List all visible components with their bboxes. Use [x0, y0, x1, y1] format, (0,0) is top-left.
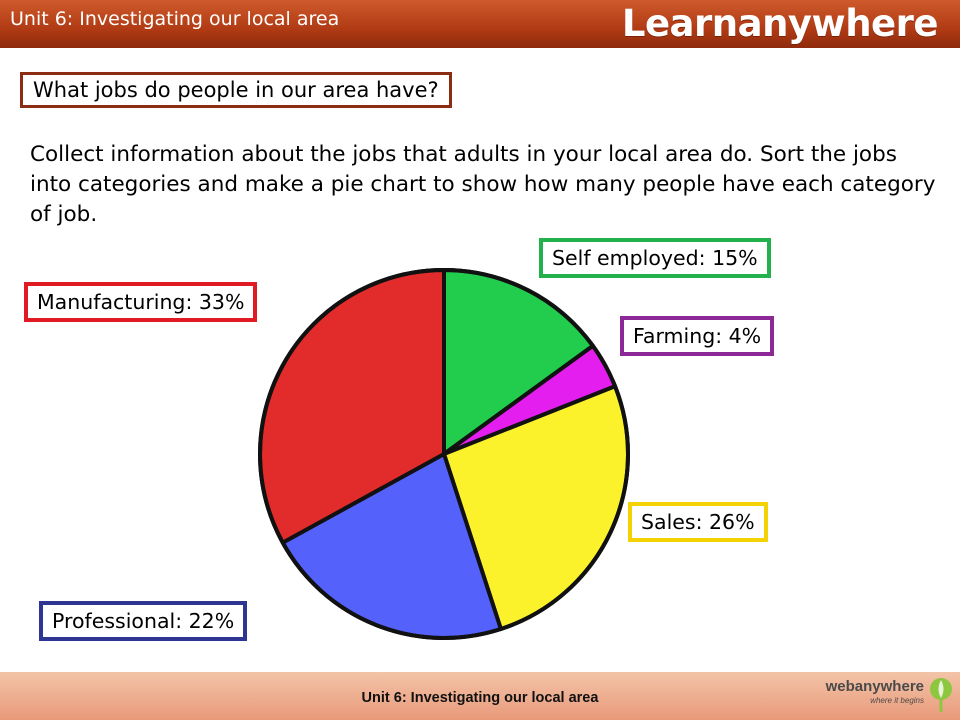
footer-unit-title: Unit 6: Investigating our local area: [361, 690, 599, 706]
brand-logo: Learnanywhere: [621, 2, 939, 45]
footer-tagline: where it begins: [870, 696, 924, 705]
header-bar: Unit 6: Investigating our local area Lea…: [0, 0, 960, 48]
instructions-text: Collect information about the jobs that …: [30, 142, 936, 227]
leaf-logo-icon: [930, 678, 952, 712]
label-professional: Professional: 22%: [39, 601, 248, 641]
header-unit-title: Unit 6: Investigating our local area: [10, 8, 340, 30]
label-manufacturing: Manufacturing: 33%: [24, 282, 258, 322]
pie-outline: [258, 268, 630, 640]
label-sales: Sales: 26%: [628, 502, 768, 542]
footer-brand: webanywhere: [825, 678, 924, 695]
label-farming: Farming: 4%: [620, 316, 775, 356]
label-self-employed: Self employed: 15%: [539, 238, 771, 278]
pie-chart: [258, 268, 630, 640]
question-heading: What jobs do people in our area have?: [20, 72, 452, 108]
footer-bar: Unit 6: Investigating our local area web…: [0, 672, 960, 720]
